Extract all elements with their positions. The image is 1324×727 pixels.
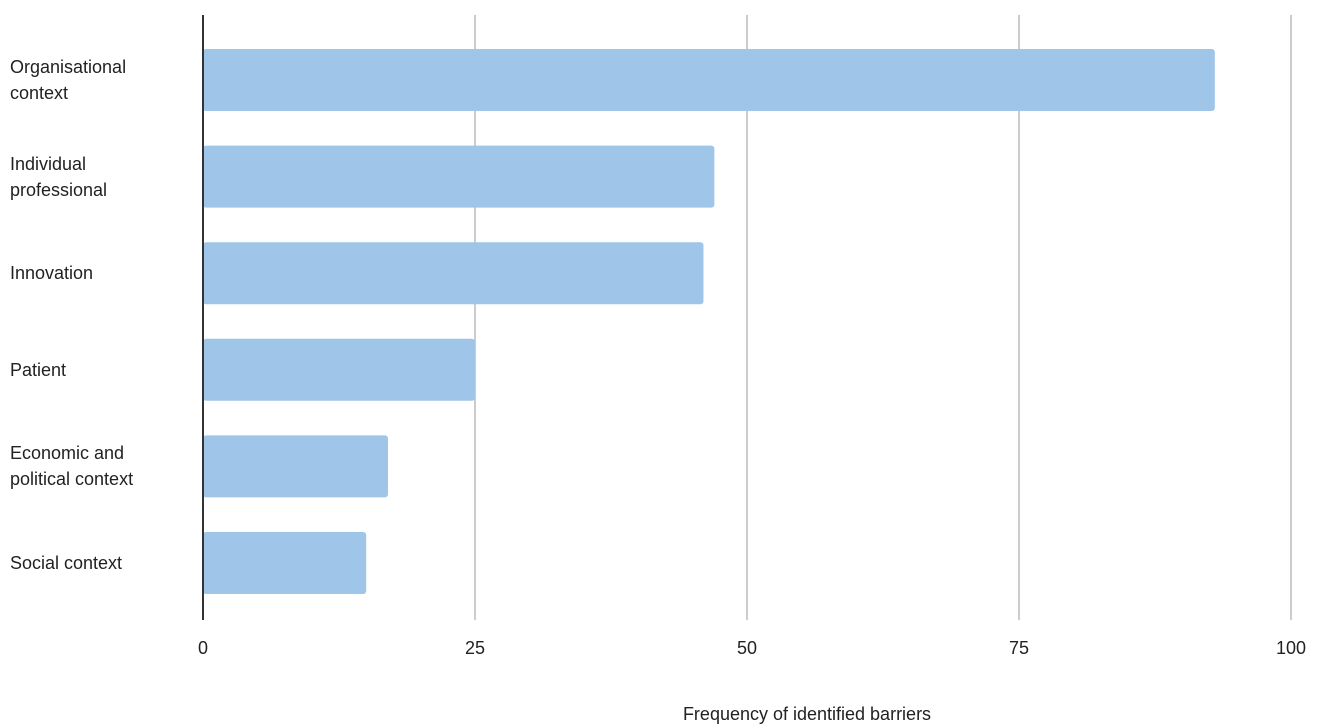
category-label: Economic and political context [10,443,134,490]
x-tick-label: 75 [1008,638,1030,658]
bar [203,532,367,594]
category-label: Social context [10,553,123,573]
grid-lines [474,15,1292,620]
x-tick-label: 50 [736,638,758,658]
category-label: Patient [10,359,67,380]
category-label: Organisational context [10,57,127,103]
x-tick-label: 0 [197,638,208,658]
bar [203,49,1215,111]
category-label: Individual professional [10,153,108,200]
x-tick-label: 25 [464,638,486,658]
bar [203,145,715,208]
bar [203,435,388,498]
bar [203,242,704,305]
x-tick-label: 100 [1275,638,1307,658]
bar [203,338,475,401]
x-axis-title: Frequency of identified barriers [682,704,932,724]
bars [203,49,1215,594]
category-label: Innovation [10,263,94,284]
